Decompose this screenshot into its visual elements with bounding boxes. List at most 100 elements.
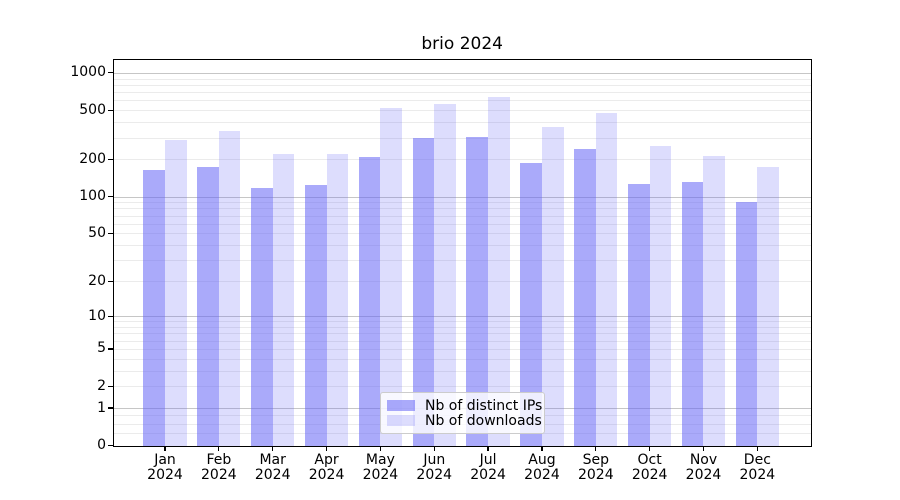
gridline-minor (113, 84, 811, 86)
bar-downloads (757, 166, 779, 446)
gridline-major (113, 316, 811, 318)
y-tick-mark (108, 348, 114, 350)
gridline-major (113, 72, 811, 74)
gridline-minor (113, 122, 811, 124)
gridline-minor (113, 333, 811, 335)
gridline-minor (113, 137, 811, 139)
legend-label-downloads: Nb of downloads (425, 412, 542, 429)
x-tick-label: Apr 2024 (308, 451, 345, 483)
x-tick-label: Jan 2024 (147, 451, 183, 483)
y-tick-label: 10 (88, 307, 106, 324)
legend: Nb of distinct IPs Nb of downloads (380, 392, 545, 434)
gridline-minor (113, 245, 811, 247)
bar-distinct-ips (520, 163, 542, 446)
bar-distinct-ips (358, 156, 381, 446)
bar-distinct-ips (574, 149, 596, 446)
bar-downloads (272, 154, 295, 446)
x-tick-label: Sep 2024 (577, 451, 614, 483)
bar-downloads (649, 145, 672, 446)
y-tick-label: 500 (79, 101, 106, 118)
y-tick-mark (108, 385, 114, 387)
bar-downloads (434, 103, 456, 446)
y-tick-label: 2 (97, 377, 106, 394)
gridline-minor (113, 233, 811, 235)
y-tick-label: 20 (88, 272, 106, 289)
bar-downloads (488, 96, 510, 446)
x-tick-label: May 2024 (362, 451, 399, 483)
x-tick-mark (433, 446, 435, 452)
bar-downloads (380, 108, 402, 446)
x-tick-mark (541, 446, 543, 452)
x-tick-mark (379, 446, 382, 452)
gridline-minor (113, 340, 811, 342)
gridline-minor (113, 223, 811, 225)
bar-distinct-ips (304, 185, 327, 446)
gridline-minor (113, 215, 811, 217)
legend-swatch-distinct-ips (387, 400, 415, 411)
x-tick-label: Jul 2024 (470, 451, 506, 483)
bar-downloads (595, 113, 618, 446)
bar-downloads (164, 140, 187, 446)
legend-swatch-downloads (387, 415, 415, 426)
bar-downloads (703, 155, 726, 446)
bar-distinct-ips (735, 201, 758, 446)
gridline-minor (113, 326, 811, 328)
gridline-minor (113, 208, 811, 210)
y-tick-label: 50 (88, 224, 106, 241)
legend-item-downloads: Nb of downloads (387, 412, 542, 429)
gridline-minor (113, 321, 811, 323)
gridline-minor (113, 358, 811, 360)
gridline-minor (113, 100, 811, 102)
gridline-major (113, 196, 811, 198)
bar-distinct-ips (251, 187, 273, 446)
x-tick-mark (595, 446, 597, 452)
bar-downloads (326, 154, 349, 446)
y-tick-mark (108, 407, 114, 409)
y-tick-mark (108, 444, 114, 447)
bar-distinct-ips (466, 137, 489, 446)
gridline-minor (113, 159, 811, 161)
x-tick-label: Feb 2024 (201, 451, 237, 483)
gridline-minor (113, 202, 811, 204)
legend-item-distinct-ips: Nb of distinct IPs (387, 397, 543, 414)
y-tick-label: 200 (79, 150, 106, 167)
gridline-minor (113, 78, 811, 80)
bar-downloads (541, 127, 564, 446)
y-tick-label: 0 (97, 437, 106, 453)
plot-area (113, 60, 811, 446)
chart-title: brio 2024 (421, 34, 503, 54)
x-tick-label: Nov 2024 (685, 451, 722, 483)
x-tick-mark (649, 446, 651, 452)
y-tick-mark (108, 315, 114, 317)
bar-distinct-ips (143, 170, 165, 446)
y-tick-mark (108, 280, 114, 282)
y-tick-label: 100 (79, 188, 106, 205)
x-tick-label: Dec 2024 (739, 451, 776, 483)
y-tick-mark (108, 158, 114, 161)
gridline-minor (113, 110, 811, 112)
x-tick-mark (702, 446, 705, 452)
bar-downloads (218, 130, 241, 446)
x-tick-label: Aug 2024 (524, 451, 560, 483)
y-tick-mark (108, 232, 114, 235)
legend-label-distinct-ips: Nb of distinct IPs (425, 397, 543, 414)
y-tick-mark (108, 109, 114, 111)
y-tick-label: 1 (97, 399, 106, 416)
x-tick-mark (164, 446, 166, 452)
y-tick-label: 5 (97, 340, 106, 357)
gridline-minor (113, 370, 811, 372)
x-tick-mark (756, 446, 758, 452)
gridline-minor (113, 348, 811, 350)
gridline-minor (113, 260, 811, 262)
x-tick-mark (272, 446, 274, 452)
y-tick-mark (108, 72, 114, 74)
gridline-minor (113, 281, 811, 283)
bar-distinct-ips (681, 182, 704, 446)
y-tick-label: 1000 (70, 64, 106, 81)
bar-distinct-ips (412, 138, 435, 446)
x-tick-label: Mar 2024 (254, 451, 291, 483)
gridline-minor (113, 386, 811, 388)
x-tick-label: Oct 2024 (631, 451, 668, 483)
y-tick-mark (108, 195, 114, 198)
